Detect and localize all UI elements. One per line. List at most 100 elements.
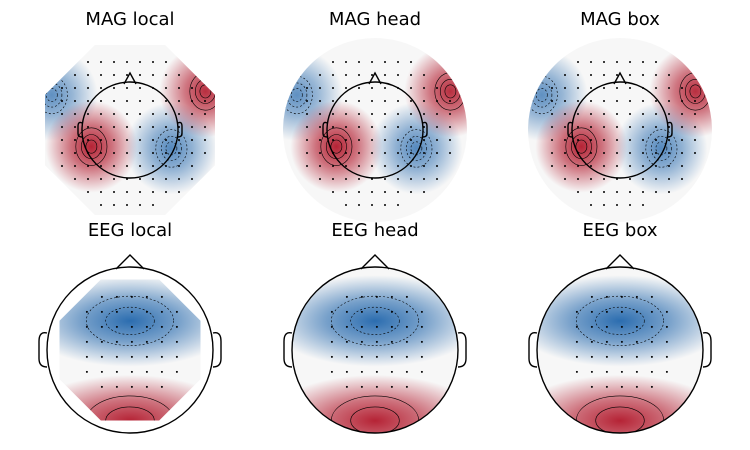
negative-source-0 (59, 279, 201, 367)
topomap-eeg-local: EEG local (38, 220, 222, 434)
eeg-head-sensor-13 (345, 325, 348, 328)
mag-head-sensor-97 (436, 165, 438, 167)
mag-local-sensor-112 (139, 191, 141, 193)
mag-head-sensor-64 (319, 139, 321, 141)
contour-line (290, 88, 303, 102)
eeg-head-sensor-20 (345, 340, 348, 343)
mag-head-sensor-119 (384, 204, 386, 206)
eeg-box-sensor-28 (605, 355, 608, 358)
eeg-local-sensor-0 (100, 295, 103, 298)
eeg-local-sensor-32 (175, 355, 178, 358)
mag-box-sensor-10 (603, 74, 605, 76)
mag-local-sensor-89 (87, 165, 89, 167)
eeg-local-sensor-33 (85, 370, 88, 373)
right-ear-outline (457, 331, 467, 368)
eeg-head-sensor-7 (360, 310, 363, 313)
eeg-local-sensor-30 (145, 355, 148, 358)
eeg-head-sensor-10 (405, 310, 408, 313)
field-eeg-local (59, 279, 201, 421)
mag-box-sensor-86 (694, 152, 696, 154)
mag-head-sensor-8 (332, 74, 334, 76)
mag-head-sensor-22 (384, 87, 386, 89)
mag-head-sensor-17 (319, 87, 321, 89)
mag-local-sensor-5 (152, 61, 154, 63)
mag-box-sensor-0 (577, 61, 579, 63)
mag-box-sensor-100 (590, 178, 592, 180)
mag-box-sensor-89 (577, 165, 579, 167)
mag-local-sensor-9 (100, 74, 102, 76)
mag-local-sensor-16 (61, 87, 63, 89)
mag-local-sensor-0 (87, 61, 89, 63)
topomap-mag-head: MAG head (283, 9, 467, 222)
panel-title-eeg-box: EEG box (583, 220, 658, 241)
contour-line (645, 129, 678, 168)
mag-head-sensor-15 (423, 74, 425, 76)
eeg-box-sensor-19 (575, 340, 578, 343)
mag-head-sensor-49 (436, 113, 438, 115)
eeg-head-sensor-6 (345, 310, 348, 313)
mag-head-sensor-24 (410, 87, 412, 89)
mag-box-sensor-11 (616, 74, 618, 76)
right-ear-outline (212, 331, 222, 368)
mag-head-sensor-72 (423, 139, 425, 141)
mag-box-sensor-36 (668, 100, 670, 102)
mag-box-sensor-81 (629, 152, 631, 154)
mag-head-sensor-1 (345, 61, 347, 63)
panel-title-eeg-local: EEG local (88, 220, 172, 241)
mag-box-sensor-78 (590, 152, 592, 154)
eeg-box-sensor-44 (650, 385, 653, 388)
mag-local-sensor-119 (139, 204, 141, 206)
mag-box-sensor-61 (681, 126, 683, 128)
mag-head-sensor-78 (345, 152, 347, 154)
positive-source-1 (59, 374, 201, 421)
mag-box-sensor-49 (681, 113, 683, 115)
mag-local-sensor-45 (139, 113, 141, 115)
mag-local-sensor-95 (165, 165, 167, 167)
mag-head-sensor-66 (345, 139, 347, 141)
mag-box-sensor-79 (603, 152, 605, 154)
mag-box-sensor-101 (603, 178, 605, 180)
mag-head-sensor-116 (345, 204, 347, 206)
eeg-head-sensor-19 (330, 340, 333, 343)
contour-line (105, 406, 155, 421)
mag-head-sensor-46 (397, 113, 399, 115)
mag-head-sensor-85 (436, 152, 438, 154)
mag-box-sensor-17 (564, 87, 566, 89)
eeg-local-sensor-12 (85, 325, 88, 328)
topomap-mag-local: MAG local (45, 9, 215, 215)
mag-local-sensor-91 (113, 165, 115, 167)
mag-box-sensor-66 (590, 139, 592, 141)
eeg-head-sensor-15 (375, 325, 378, 328)
right-ear-outline (667, 121, 673, 138)
eeg-local-sensor-9 (145, 310, 148, 313)
mag-box-sensor-69 (629, 139, 631, 141)
mag-box-sensor-107 (681, 178, 683, 180)
mag-local-sensor-6 (165, 61, 167, 63)
mag-local-sensor-111 (126, 191, 128, 193)
mag-head-sensor-19 (345, 87, 347, 89)
mag-head-sensor-9 (345, 74, 347, 76)
eeg-box-sensor-25 (665, 340, 668, 343)
eeg-box-sensor-4 (650, 295, 653, 298)
eeg-box-sensor-15 (620, 325, 623, 328)
left-ear-outline (77, 121, 83, 138)
mag-box-sensor-21 (616, 87, 618, 89)
mag-local-sensor-48 (178, 113, 180, 115)
mag-head-sensor-115 (423, 191, 425, 193)
field-eeg-box (537, 267, 703, 433)
mag-head-sensor-108 (332, 191, 334, 193)
eeg-box-sensor-37 (635, 370, 638, 373)
mag-head-sensor-44 (371, 113, 373, 115)
eeg-local-sensor-37 (145, 370, 148, 373)
eeg-box-sensor-23 (635, 340, 638, 343)
eeg-head-sensor-44 (405, 385, 408, 388)
mag-local-sensor-101 (113, 178, 115, 180)
mag-local-sensor-49 (191, 113, 193, 115)
mag-head-sensor-47 (410, 113, 412, 115)
contour-line (75, 127, 108, 166)
mag-box-sensor-111 (616, 191, 618, 193)
mag-head-sensor-103 (384, 178, 386, 180)
mag-box-sensor-110 (603, 191, 605, 193)
mag-box-sensor-51 (551, 126, 553, 128)
eeg-box-sensor-29 (620, 355, 623, 358)
